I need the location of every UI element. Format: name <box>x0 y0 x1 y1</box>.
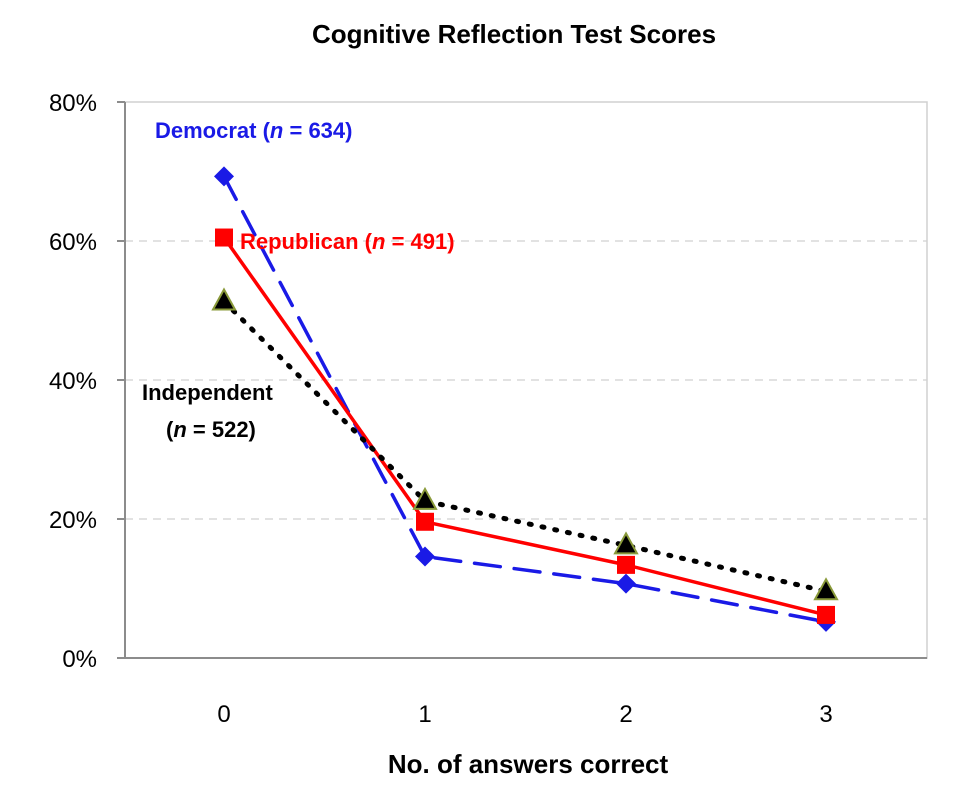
series-line <box>222 174 828 624</box>
chart-title: Cognitive Reflection Test Scores <box>312 19 716 49</box>
data-point <box>813 577 839 601</box>
series-line <box>221 298 829 594</box>
data-point <box>415 546 435 567</box>
data-point <box>613 531 639 555</box>
data-point <box>211 287 237 311</box>
y-tick-label: 80% <box>49 90 97 117</box>
x-tick-label: 3 <box>819 701 832 728</box>
series-label-republican: Republican (n = 491) <box>240 229 455 254</box>
data-point <box>215 228 233 247</box>
data-point <box>214 166 234 187</box>
series-label-independent: Independent (n = 522) <box>142 380 273 442</box>
y-tick-labels: 0% 20% 40% 60% 80% <box>49 90 125 673</box>
series-lines <box>221 174 829 624</box>
y-tick-label: 40% <box>49 368 97 395</box>
y-tick-label: 0% <box>62 646 97 673</box>
y-tick-label: 60% <box>49 229 97 256</box>
x-axis-label: No. of answers correct <box>388 749 669 779</box>
x-tick-label: 0 <box>217 701 230 728</box>
x-tick-label: 2 <box>619 701 632 728</box>
series-markers <box>211 166 839 632</box>
x-tick-labels: 0 1 2 3 <box>217 701 832 728</box>
data-point <box>416 512 434 531</box>
series-label-democrat: Democrat (n = 634) <box>155 118 352 143</box>
x-tick-label: 1 <box>418 701 431 728</box>
y-tick-label: 20% <box>49 507 97 534</box>
data-point <box>817 605 835 624</box>
data-point <box>617 555 635 574</box>
data-point <box>616 573 636 594</box>
gridlines <box>125 240 927 520</box>
data-point <box>412 486 438 510</box>
series-line <box>222 235 828 617</box>
